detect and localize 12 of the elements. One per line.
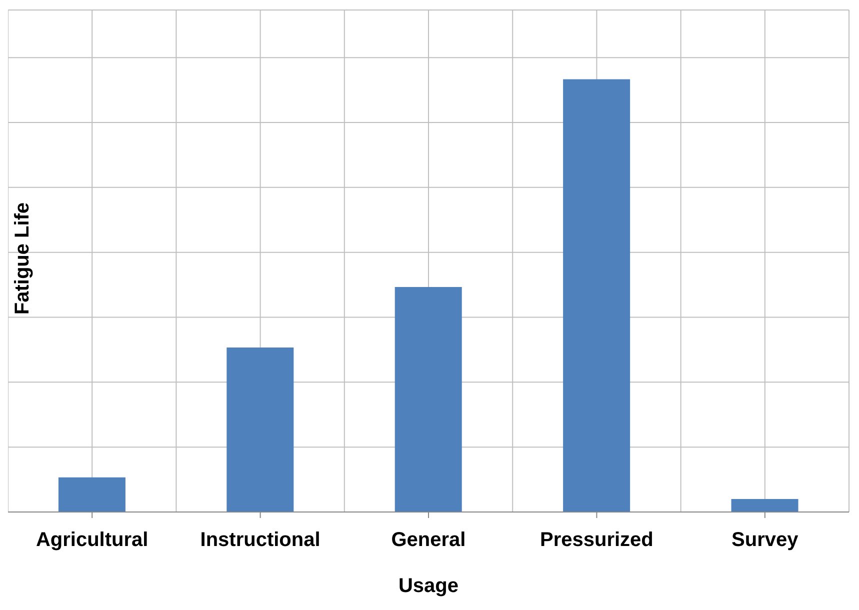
x-tick-label: Pressurized: [540, 529, 654, 552]
bar: [731, 499, 798, 512]
x-tick-label: Survey: [732, 529, 800, 552]
x-tick-label: Agricultural: [36, 529, 148, 552]
x-axis-title: Usage: [398, 575, 459, 597]
y-axis-title: Fatigue Life: [12, 202, 34, 314]
bar: [58, 477, 126, 512]
bar: [226, 348, 294, 512]
x-tick-label: General: [391, 529, 466, 552]
bar: [563, 79, 630, 512]
x-tick-label: Instructional: [200, 529, 320, 552]
bar: [394, 286, 462, 512]
